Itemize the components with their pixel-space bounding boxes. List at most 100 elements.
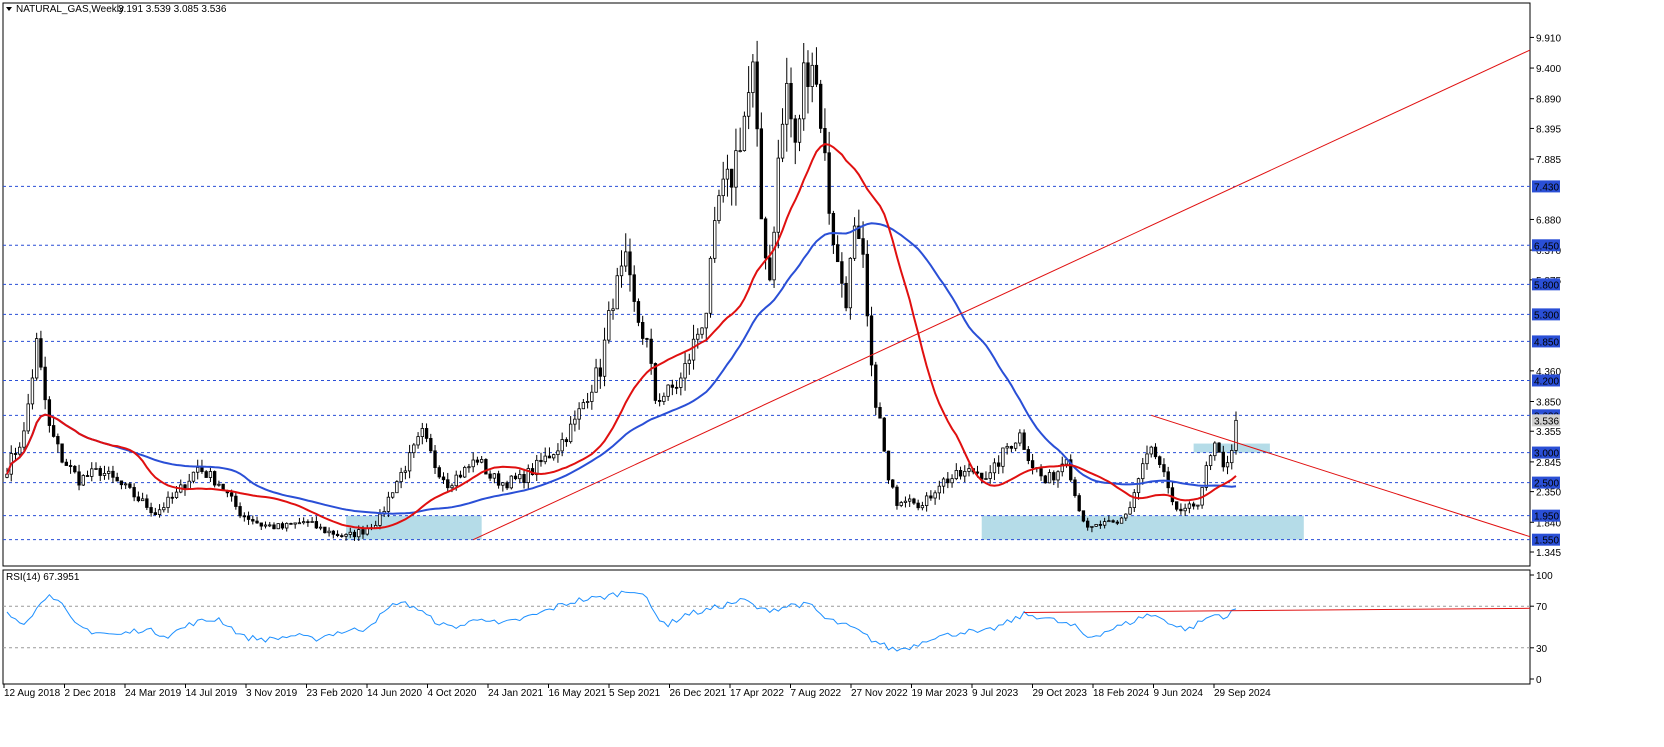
candle-body <box>611 308 615 311</box>
candle-body <box>954 470 958 480</box>
candle-body <box>717 195 721 222</box>
candle-body <box>1208 455 1213 467</box>
candle-body <box>484 459 488 475</box>
trendline-0 <box>472 49 1531 541</box>
candle-body <box>912 498 916 504</box>
candle-body <box>1136 478 1141 494</box>
level-badge-3 <box>1532 308 1560 321</box>
candle-body <box>1204 465 1209 488</box>
candle-body <box>746 92 751 117</box>
level-badge-5 <box>1532 374 1560 387</box>
candle-body <box>920 505 925 509</box>
candle-body <box>399 472 403 483</box>
candle-body <box>310 521 314 523</box>
candle-body <box>18 446 22 455</box>
candle-body <box>1026 449 1031 461</box>
x-tick-label: 4 Oct 2020 <box>428 688 477 699</box>
candle-body <box>208 471 213 478</box>
level-badge-1 <box>1532 239 1560 252</box>
rsi-line <box>6 590 1237 652</box>
y-tick-label: 7.885 <box>1536 155 1561 166</box>
candle-body <box>234 495 238 507</box>
candle-body <box>624 251 628 267</box>
candle-body <box>454 474 458 487</box>
candle-body <box>352 531 357 538</box>
candle-body <box>196 467 200 473</box>
candle-body <box>365 528 369 535</box>
candle-body <box>844 282 848 309</box>
candle-body <box>1052 472 1056 481</box>
candle-body <box>390 492 395 498</box>
candle-body <box>1056 471 1060 481</box>
slow-moving-average <box>6 222 1237 515</box>
candle-body <box>577 408 581 420</box>
candle-body <box>984 478 988 480</box>
x-tick-label: 14 Jul 2019 <box>186 688 238 699</box>
candle-body <box>1069 459 1073 481</box>
candle-body <box>276 523 280 530</box>
candle-body <box>272 524 276 530</box>
trendline-1 <box>1151 414 1531 538</box>
candle-body <box>420 428 424 438</box>
rsi-title: RSI(14) 67.3951 <box>6 572 80 583</box>
candle-body <box>157 509 162 515</box>
candle-body <box>730 168 734 188</box>
candle-body <box>696 333 700 340</box>
candle-body <box>64 461 69 466</box>
support-zone-1 <box>981 515 1304 540</box>
candle-body <box>793 118 797 143</box>
candle-body <box>1047 472 1052 484</box>
ohlc-values: 3.191 3.539 3.085 3.536 <box>118 4 227 15</box>
candle-body <box>878 406 882 419</box>
candle-body <box>259 522 263 527</box>
candle-body <box>1141 463 1145 480</box>
candle-body <box>314 521 319 529</box>
candle-body <box>1073 479 1077 496</box>
candle-body <box>280 523 285 529</box>
candle-body <box>217 483 221 486</box>
candle-body <box>734 150 738 188</box>
candle-body <box>191 471 196 482</box>
candle-body <box>479 459 484 463</box>
candle-body <box>1081 510 1086 522</box>
candle-body <box>819 83 823 129</box>
candle-body <box>751 61 755 94</box>
candle-body <box>725 168 730 180</box>
candle-body <box>378 513 382 526</box>
x-tick-label: 29 Oct 2023 <box>1033 688 1088 699</box>
candle-body <box>916 502 920 509</box>
candle-body <box>60 443 64 463</box>
candle-body <box>403 470 408 473</box>
candle-body <box>344 534 348 537</box>
candle-body <box>85 475 90 477</box>
candle-body <box>1018 432 1022 444</box>
candle-body <box>929 495 933 499</box>
y-tick-label: 9.910 <box>1536 33 1561 44</box>
candle-body <box>564 439 569 443</box>
candle-body <box>641 322 645 339</box>
candle-body <box>1098 524 1103 526</box>
fast-moving-average <box>6 143 1237 530</box>
candle-body <box>1128 507 1132 515</box>
candle-body <box>289 522 293 525</box>
level-badge-label: 5.800 <box>1534 280 1559 291</box>
candle-body <box>1077 495 1081 512</box>
x-tick-label: 27 Nov 2022 <box>851 688 908 699</box>
candle-body <box>128 483 132 488</box>
candle-body <box>848 257 853 309</box>
dropdown-triangle-icon[interactable] <box>6 7 12 11</box>
candle-body <box>331 530 335 535</box>
candle-body <box>636 301 641 323</box>
candle-body <box>543 455 547 463</box>
candle-body <box>323 526 327 534</box>
candle-body <box>1090 525 1094 528</box>
candle-body <box>212 471 217 486</box>
candle-body <box>958 470 963 477</box>
rsi-trendline <box>1024 607 1531 613</box>
candle-body <box>361 529 365 535</box>
candle-body <box>51 425 56 437</box>
candle-body <box>340 535 344 538</box>
candle-body <box>1132 492 1136 508</box>
candle-body <box>552 454 556 459</box>
